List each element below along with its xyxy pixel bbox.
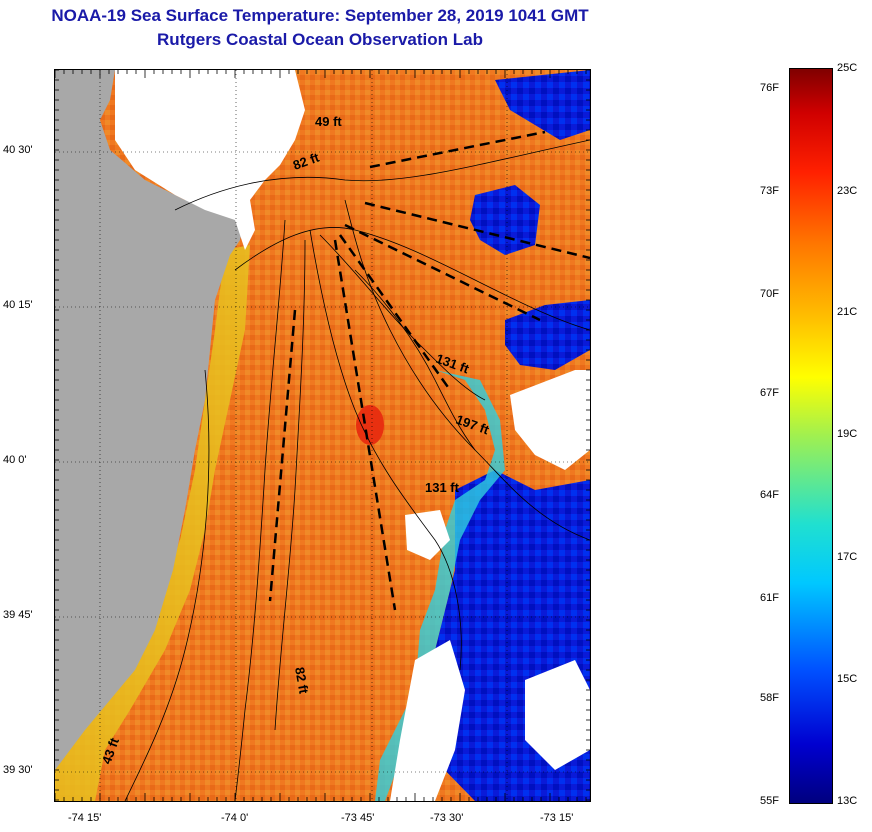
depth-label-82ft-south: 82 ft <box>292 666 312 696</box>
colorbar-f-55: 55F <box>760 795 779 807</box>
map-subtitle: Rutgers Coastal Ocean Observation Lab <box>157 30 483 49</box>
land-new-jersey <box>55 70 245 770</box>
map-title: NOAA-19 Sea Surface Temperature: Septemb… <box>51 6 589 25</box>
colorbar-c-25: 25C <box>837 62 858 74</box>
colorbar-f-70: 70F <box>760 288 779 300</box>
nodata-patch-small <box>405 510 450 560</box>
lat-label-39-30: 39 30' <box>3 764 33 776</box>
lon-label-74-0: -74 0' <box>221 812 249 824</box>
colorbar-f-64: 64F <box>760 489 779 501</box>
shipping-lanes <box>268 130 590 611</box>
colorbar-f-67: 67F <box>760 387 779 399</box>
lat-label-40-15: 40 15' <box>3 299 33 311</box>
lat-label-39-45: 39 45' <box>3 609 33 621</box>
colorbar-f-76: 76F <box>760 82 779 94</box>
nearshore-cool-band <box>55 245 250 801</box>
cold-water-eddy <box>470 185 540 255</box>
colorbar-f-58: 58F <box>760 692 779 704</box>
sst-map-svg: 49 ft 82 ft 131 ft 197 ft 131 ft 82 ft 4… <box>55 70 590 801</box>
lon-label-73-15: -73 15' <box>540 812 574 824</box>
lon-label-73-45: -73 45' <box>341 812 375 824</box>
depth-contours <box>124 139 590 801</box>
colorbar-c-21: 21C <box>837 306 858 318</box>
nodata-harbor <box>115 70 305 250</box>
colorbar-c-15: 15C <box>837 673 858 685</box>
depth-label-131ft-south: 131 ft <box>425 480 460 495</box>
colorbar-c-17: 17C <box>837 551 858 563</box>
depth-label-49ft: 49 ft <box>315 114 342 129</box>
lat-label-40-0: 40 0' <box>3 454 27 466</box>
colorbar-c-19: 19C <box>837 428 858 440</box>
lon-label-74-15: -74 15' <box>68 812 102 824</box>
warm-hotspot <box>356 405 384 445</box>
colorbar-f-73: 73F <box>760 185 779 197</box>
sst-map: 49 ft 82 ft 131 ft 197 ft 131 ft 82 ft 4… <box>54 69 591 802</box>
lon-label-73-30: -73 30' <box>430 812 464 824</box>
temperature-colorbar <box>789 68 833 804</box>
colorbar-f-61: 61F <box>760 592 779 604</box>
lat-label-40-30: 40 30' <box>3 144 33 156</box>
cold-water-top <box>495 70 590 140</box>
colorbar-c-23: 23C <box>837 185 858 197</box>
frame-ticks <box>55 70 590 801</box>
nodata-patch-east <box>510 370 590 470</box>
transition-band <box>375 370 505 801</box>
nodata-patch-south <box>525 660 590 770</box>
colorbar-c-13: 13C <box>837 795 858 807</box>
nodata-patch-southeast <box>390 640 465 801</box>
cold-water-mid <box>505 300 590 370</box>
